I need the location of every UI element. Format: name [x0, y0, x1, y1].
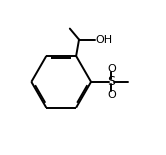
Text: OH: OH — [96, 35, 113, 44]
Text: S: S — [107, 75, 115, 88]
Text: O: O — [107, 90, 116, 100]
Text: O: O — [107, 64, 116, 74]
